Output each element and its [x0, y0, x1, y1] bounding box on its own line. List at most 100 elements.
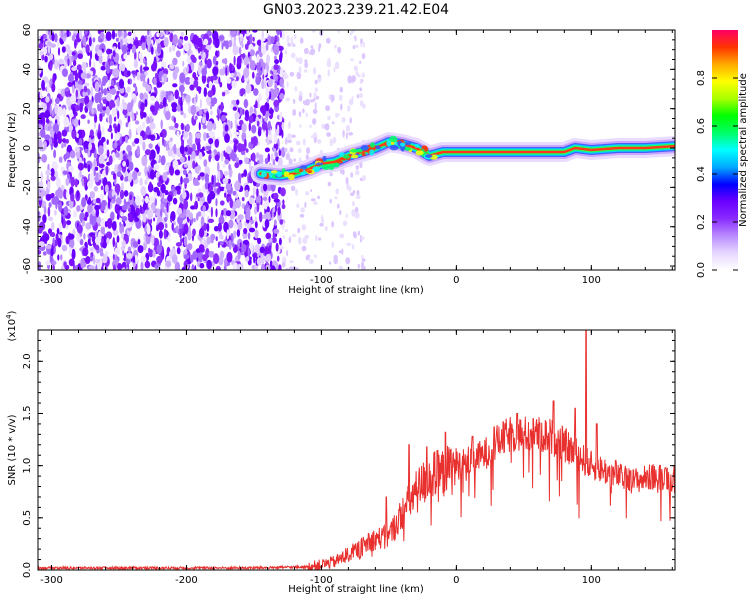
noise-blob	[79, 30, 83, 40]
noise-blob	[180, 86, 183, 98]
noise-blob	[289, 71, 295, 77]
noise-blob	[65, 178, 70, 186]
noise-blob	[259, 246, 265, 254]
noise-blob	[94, 236, 102, 245]
noise-blob	[362, 103, 366, 109]
noise-blob	[103, 88, 108, 96]
noise-blob	[131, 113, 135, 122]
noise-blob	[265, 130, 268, 138]
noise-blob	[153, 237, 160, 248]
noise-blob	[131, 70, 137, 75]
noise-blob	[198, 227, 205, 238]
noise-blob	[223, 187, 226, 194]
noise-blob	[62, 138, 67, 143]
noise-blob	[141, 42, 146, 51]
noise-blob	[180, 31, 185, 37]
noise-blob	[60, 88, 66, 97]
noise-blob	[169, 165, 172, 173]
noise-blob	[71, 66, 77, 72]
noise-blob	[120, 63, 126, 72]
noise-blob	[149, 122, 156, 130]
noise-blob	[331, 241, 335, 248]
noise-blob	[66, 96, 71, 107]
noise-blob	[214, 138, 220, 148]
noise-blob	[120, 102, 124, 112]
noise-blob	[289, 260, 294, 264]
noise-blob	[231, 80, 237, 89]
ridge-blob	[283, 171, 290, 178]
noise-blob	[191, 61, 195, 72]
noise-blob	[182, 94, 185, 103]
noise-blob	[223, 89, 230, 95]
noise-blob	[81, 197, 87, 208]
noise-blob	[39, 128, 46, 138]
noise-blob	[98, 123, 101, 134]
noise-blob	[228, 219, 234, 229]
noise-blob	[140, 185, 147, 197]
noise-blob	[192, 143, 196, 152]
noise-blob	[336, 203, 340, 209]
noise-blob	[110, 88, 117, 95]
noise-blob	[353, 233, 357, 239]
noise-blob	[236, 263, 243, 270]
noise-blob	[106, 139, 109, 145]
noise-blob	[180, 237, 183, 245]
noise-blob	[126, 86, 131, 93]
noise-blob	[42, 116, 46, 127]
noise-blob	[302, 100, 307, 105]
noise-blob	[150, 105, 155, 113]
noise-blob	[168, 46, 172, 53]
noise-blob	[89, 58, 92, 68]
noise-blob	[273, 198, 280, 203]
noise-blob	[45, 169, 52, 176]
noise-blob	[198, 122, 201, 131]
noise-blob	[100, 84, 103, 93]
noise-blob	[62, 107, 66, 118]
noise-blob	[127, 43, 134, 50]
noise-blob	[241, 197, 245, 202]
noise-blob	[239, 242, 242, 248]
noise-blob	[114, 138, 117, 149]
noise-blob	[140, 255, 147, 263]
noise-blob	[244, 43, 249, 50]
noise-blob	[304, 201, 307, 209]
noise-blob	[338, 265, 344, 270]
noise-blob	[351, 244, 355, 250]
spectrogram-x-tick-label: -300	[40, 275, 63, 286]
noise-blob	[157, 222, 165, 231]
noise-blob	[171, 222, 174, 231]
noise-blob	[183, 223, 189, 234]
noise-blob	[168, 125, 175, 130]
noise-blob	[347, 75, 353, 84]
noise-blob	[49, 136, 52, 146]
ridge-blob	[351, 154, 359, 159]
noise-blob	[100, 185, 104, 191]
noise-blob	[79, 169, 82, 178]
noise-blob	[77, 162, 84, 171]
noise-blob	[276, 255, 280, 262]
noise-blob	[255, 194, 262, 205]
noise-blob	[349, 117, 353, 124]
noise-blob	[47, 41, 52, 47]
chart-title: GN03.2023.239.21.42.E04	[263, 2, 449, 18]
noise-blob	[83, 175, 87, 187]
noise-blob	[112, 264, 116, 270]
noise-blob	[45, 96, 50, 103]
noise-blob	[127, 172, 133, 183]
noise-blob	[156, 189, 161, 197]
noise-blob	[115, 33, 118, 38]
noise-blob	[50, 248, 54, 257]
noise-blob	[325, 37, 331, 44]
noise-blob	[105, 106, 110, 116]
noise-blob	[219, 81, 223, 88]
noise-blob	[189, 77, 195, 85]
noise-blob	[174, 89, 179, 100]
noise-blob	[83, 216, 88, 221]
noise-blob	[91, 39, 94, 51]
noise-blob	[287, 133, 292, 141]
noise-blob	[199, 262, 205, 269]
noise-blob	[174, 261, 181, 270]
ridge-blob	[299, 165, 308, 170]
noise-blob	[264, 147, 270, 153]
noise-blob	[255, 76, 261, 85]
